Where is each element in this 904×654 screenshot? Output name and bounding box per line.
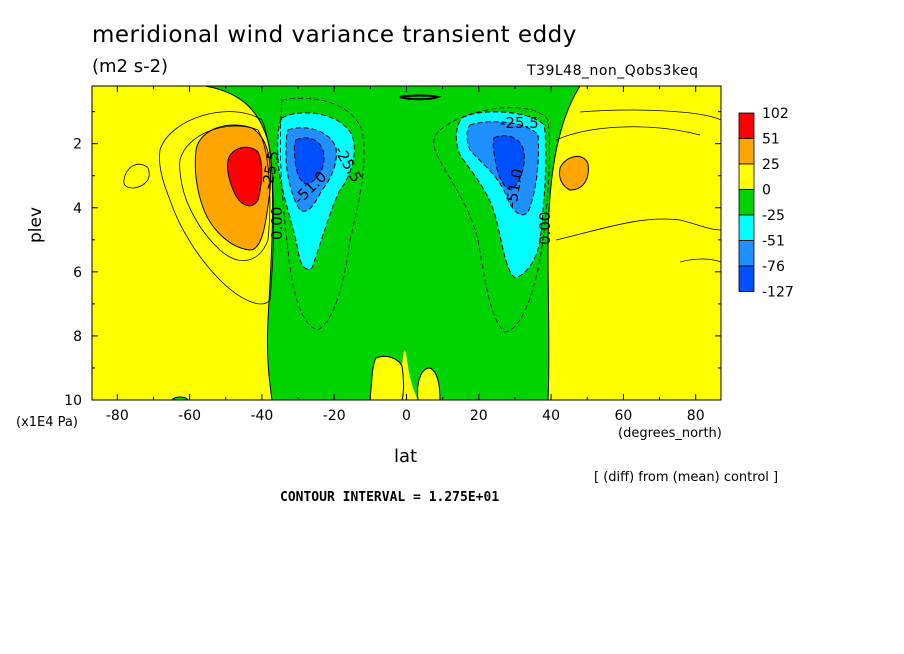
y-tick-label: 10 — [64, 393, 82, 409]
colorbar-label: -51 — [762, 234, 785, 250]
colorbar-label: 51 — [762, 132, 780, 148]
fill-pos-sh-51 — [227, 147, 262, 206]
fill-neg-nh-76 — [493, 135, 525, 190]
x-axis-label: lat — [394, 446, 418, 467]
y-axis-unit: (x1E4 Pa) — [16, 415, 78, 430]
chart-units: (m2 s-2) — [92, 56, 169, 77]
colorbar-swatch — [738, 189, 755, 216]
y-tick-label: 6 — [73, 265, 82, 281]
colorbar-label: -76 — [762, 259, 785, 275]
fill-neg-sh-76 — [294, 137, 325, 184]
contour-thin-sh-small — [123, 163, 150, 189]
fill-positive-island-left — [370, 356, 404, 400]
colorbar-swatch — [738, 163, 755, 190]
colorbar-swatch — [738, 240, 755, 267]
contour-pos-nh-25-line — [559, 156, 589, 191]
contour-thin-sh-outer — [159, 111, 274, 305]
contour-neg-nh-25-line — [455, 111, 547, 279]
contour-thin-nh-bottom — [679, 258, 721, 263]
colorbar-swatch — [738, 265, 755, 292]
y-tick-label: 4 — [73, 201, 82, 217]
colorbar-swatch — [738, 138, 755, 165]
x-tick-label: 0 — [402, 408, 411, 424]
plot-area — [92, 86, 721, 400]
contour-neg-nh-76-line — [492, 135, 525, 191]
colorbar-label: -127 — [762, 285, 794, 301]
contour-zero-islands — [369, 355, 441, 400]
contour-neg-sh-25-line — [277, 112, 355, 270]
axis-ticks: -80 -60 -40 -20 0 20 40 60 80 2 4 6 8 10 — [64, 86, 721, 424]
contour-thin-nh-outer — [555, 126, 721, 241]
contour-pos-sh-25-line — [194, 124, 271, 251]
y-tick-label: 8 — [73, 329, 82, 345]
contour-zero-right — [547, 86, 581, 400]
x-tick-label: -60 — [178, 408, 201, 424]
contour-top-blob — [399, 94, 442, 101]
colorbar-label: 25 — [762, 157, 780, 173]
x-tick-label: 40 — [542, 408, 560, 424]
contour-label-nh-25: -25.5 — [500, 114, 539, 132]
contour-thin-sh-mid — [179, 125, 271, 261]
x-axis-unit: (degrees_north) — [618, 426, 722, 441]
colorbar-label: 0 — [762, 183, 771, 199]
x-tick-label: -20 — [323, 408, 346, 424]
contour-neg-nh-51-line — [466, 121, 539, 216]
fill-pos-nh-25 — [559, 156, 589, 190]
contour-neg-sh-outer — [280, 97, 365, 331]
x-tick-label: -40 — [250, 408, 273, 424]
fill-positive-island-right — [417, 368, 440, 400]
colorbar-swatch — [738, 112, 755, 139]
contour-zero-left — [204, 86, 274, 400]
y-tick-label: 2 — [73, 137, 82, 153]
run-label: T39L48_non_Qobs3keq — [527, 63, 699, 79]
contour-neg-sh-51-line — [285, 127, 337, 212]
contour-interval: CONTOUR INTERVAL = 1.275E+01 — [280, 490, 500, 505]
contour-neg-sh-76-line — [293, 137, 325, 185]
contour-label-zero-right: 0.00 — [536, 212, 554, 245]
x-tick-label: 20 — [470, 408, 488, 424]
contour-label-zero-left: 0.00 — [268, 207, 286, 240]
contour-thin-nh-right — [579, 109, 721, 121]
contour-neg-nh-outer — [433, 107, 550, 333]
x-tick-label: 80 — [687, 408, 705, 424]
diff-note: [ (diff) from (mean) control ] — [594, 470, 779, 485]
x-tick-label: -80 — [106, 408, 129, 424]
contour-pos-sh-51-line — [227, 146, 263, 207]
x-tick-label: 60 — [614, 408, 632, 424]
colorbar-swatch — [738, 214, 755, 241]
chart-title: meridional wind variance transient eddy — [92, 22, 577, 48]
colorbar-label: -25 — [762, 208, 785, 224]
colorbar-label: 102 — [762, 106, 789, 122]
colorbar: 102 51 25 0 -25 -51 -76 -127 — [738, 106, 794, 301]
